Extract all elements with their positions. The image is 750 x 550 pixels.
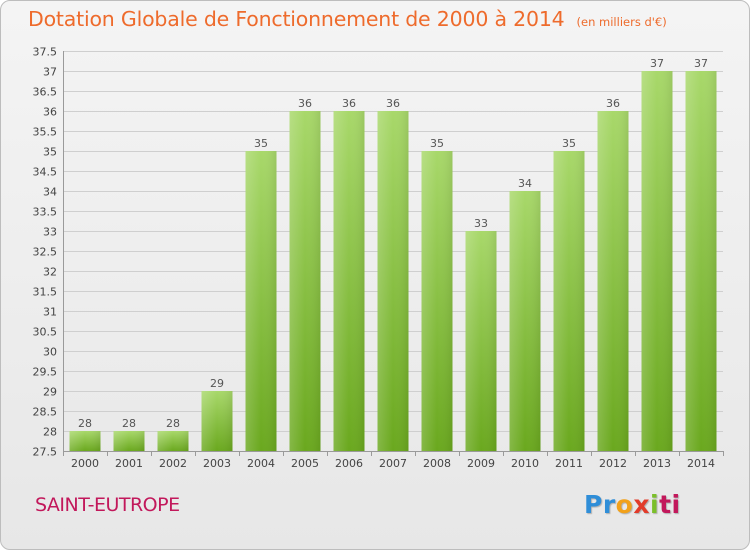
bar-shade-2009 (465, 231, 497, 451)
bar-shade-2005 (289, 111, 321, 451)
bar-shade-2008 (421, 151, 453, 451)
x-tick-label-2008: 2008 (423, 457, 451, 470)
value-label-2013: 37 (650, 57, 664, 70)
value-label-2000: 28 (78, 417, 92, 430)
x-tick-label-2001: 2001 (115, 457, 143, 470)
x-tick-label-2004: 2004 (247, 457, 275, 470)
y-tick-label: 34.5 (33, 166, 58, 179)
value-label-2003: 29 (210, 377, 224, 390)
value-label-2004: 35 (254, 137, 268, 150)
value-labels: 28 28 28 29 35 36 36 36 35 33 34 35 36 37 37 (78, 57, 708, 430)
y-tick-label: 36.5 (33, 86, 58, 99)
value-label-2005: 36 (298, 97, 312, 110)
x-tick-label-2014: 2014 (687, 457, 715, 470)
y-tick-label: 29.5 (33, 366, 58, 379)
chart-title: Dotation Globale de Fonctionnement de 20… (28, 7, 667, 31)
value-label-2014: 37 (694, 57, 708, 70)
value-label-2012: 36 (606, 97, 620, 110)
y-tick-label: 27.5 (33, 446, 58, 459)
y-tick-label: 28 (43, 426, 57, 439)
y-tick-label: 31 (43, 306, 57, 319)
bar-shade-2013 (641, 71, 673, 451)
x-tick-label-2010: 2010 (511, 457, 539, 470)
value-label-2010: 34 (518, 177, 532, 190)
proxiti-logo[interactable]: Proxiti (584, 490, 681, 519)
y-tick-label: 28.5 (33, 406, 58, 419)
y-tick-label: 34 (43, 186, 57, 199)
x-tick-label-2003: 2003 (203, 457, 231, 470)
y-tick-label: 30.5 (33, 326, 58, 339)
value-label-2011: 35 (562, 137, 576, 150)
x-tick-label-2000: 2000 (71, 457, 99, 470)
value-label-2006: 36 (342, 97, 356, 110)
bar-shade-2000 (69, 431, 101, 451)
y-tick-label: 37.5 (33, 46, 58, 59)
chart-title-text: Dotation Globale de Fonctionnement de 20… (28, 7, 565, 31)
x-tick-label-2007: 2007 (379, 457, 407, 470)
y-tick-label: 35.5 (33, 126, 58, 139)
y-tick-label: 32.5 (33, 246, 58, 259)
chart-subtitle: (en milliers d'€) (576, 15, 667, 29)
bar-shade-2011 (553, 151, 585, 451)
y-tick-label: 31.5 (33, 286, 58, 299)
x-tick-label-2002: 2002 (159, 457, 187, 470)
x-tick-label-2011: 2011 (555, 457, 583, 470)
value-label-2009: 33 (474, 217, 488, 230)
y-tick-label: 37 (43, 66, 57, 79)
bar-shade-2010 (509, 191, 541, 451)
bar-shade-2014 (685, 71, 717, 451)
value-label-2001: 28 (122, 417, 136, 430)
bars (69, 71, 717, 451)
bar-shade-2003 (201, 391, 233, 451)
axes: 27.5 28 28.5 29 29.5 30 30.5 31 31.5 32 32.5 33 33.5… (33, 46, 724, 470)
y-tick-label: 29 (43, 386, 57, 399)
bar-shade-2006 (333, 111, 365, 451)
y-tick-label: 33 (43, 226, 57, 239)
x-tick-label-2005: 2005 (291, 457, 319, 470)
commune-name: SAINT-EUTROPE (35, 494, 180, 516)
bar-shade-2012 (597, 111, 629, 451)
x-tick-label-2012: 2012 (599, 457, 627, 470)
y-tick-label: 32 (43, 266, 57, 279)
bar-shade-2002 (157, 431, 189, 451)
bar-shade-2001 (113, 431, 145, 451)
x-tick-label-2006: 2006 (335, 457, 363, 470)
value-label-2008: 35 (430, 137, 444, 150)
y-tick-label: 36 (43, 106, 57, 119)
x-tick-label-2013: 2013 (643, 457, 671, 470)
x-tick-label-2009: 2009 (467, 457, 495, 470)
bar-shade-2007 (377, 111, 409, 451)
y-tick-label: 30 (43, 346, 57, 359)
bar-shade-2004 (245, 151, 277, 451)
value-label-2002: 28 (166, 417, 180, 430)
y-tick-label: 35 (43, 146, 57, 159)
y-tick-label: 33.5 (33, 206, 58, 219)
value-label-2007: 36 (386, 97, 400, 110)
